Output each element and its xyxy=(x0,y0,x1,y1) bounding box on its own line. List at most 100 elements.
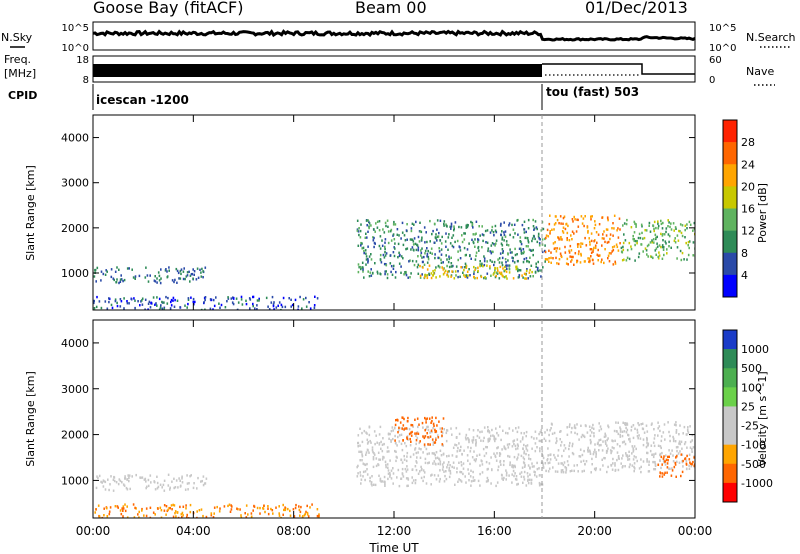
power-cell xyxy=(483,263,486,267)
power-cell xyxy=(651,239,653,242)
velocity-cell xyxy=(397,468,400,472)
velocity-cell xyxy=(511,445,514,448)
velocity-cell xyxy=(435,437,437,440)
power-cell xyxy=(397,256,399,259)
velocity-cbar-frame xyxy=(722,329,738,503)
velocity-cell xyxy=(513,442,515,446)
power-cell xyxy=(466,276,469,279)
velocity-cell xyxy=(548,439,551,443)
power-cell xyxy=(419,264,421,268)
power-cell xyxy=(446,258,448,261)
power-cell xyxy=(93,307,96,310)
power-cell xyxy=(544,260,546,263)
power-cell xyxy=(553,228,555,231)
power-cell xyxy=(470,257,472,260)
velocity-cell xyxy=(539,431,542,434)
power-cell xyxy=(393,254,396,258)
noise-frame xyxy=(92,21,696,51)
velocity-cell xyxy=(98,474,101,478)
velocity-cell xyxy=(457,446,459,450)
power-cell xyxy=(525,230,527,234)
power-cell xyxy=(608,260,611,263)
velocity-cell xyxy=(664,471,666,474)
power-cell xyxy=(176,281,178,284)
velocity-cell xyxy=(401,467,404,471)
power-cell xyxy=(617,236,620,239)
power-cell xyxy=(409,276,411,279)
velocity-cell xyxy=(614,439,616,442)
power-cell xyxy=(481,262,483,265)
velocity-cell xyxy=(603,456,605,460)
power-cell xyxy=(607,257,609,260)
velocity-cell xyxy=(419,440,421,443)
velocity-cell xyxy=(516,443,519,446)
velocity-cell xyxy=(689,440,692,444)
power-cell xyxy=(519,240,521,243)
freq-label-2: [MHz] xyxy=(4,67,36,80)
power-cell xyxy=(482,239,484,243)
velocity-cell xyxy=(622,454,624,457)
power-cell xyxy=(186,306,188,309)
power-cell xyxy=(240,295,243,299)
power-cell xyxy=(688,246,690,250)
velocity-cell xyxy=(124,503,126,506)
power-cell xyxy=(512,277,515,280)
power-cell xyxy=(172,296,175,300)
power-cbar-swatch xyxy=(723,186,737,209)
power-cell xyxy=(512,236,515,239)
velocity-cell xyxy=(414,432,416,435)
power-cell xyxy=(572,220,574,223)
velocity-cell xyxy=(633,469,635,473)
velocity-cell xyxy=(409,444,412,447)
power-cell xyxy=(412,248,415,251)
power-cell xyxy=(649,241,652,244)
power-cell xyxy=(560,222,562,225)
velocity-cell xyxy=(270,507,272,511)
power-cell xyxy=(494,244,496,247)
velocity-cell xyxy=(122,509,124,512)
power-cell xyxy=(567,224,569,228)
power-cell xyxy=(203,301,205,304)
power-cell xyxy=(381,244,384,247)
power-cell xyxy=(655,253,657,256)
velocity-cell xyxy=(505,471,508,474)
velocity-cell xyxy=(523,452,525,455)
velocity-cell xyxy=(366,438,369,441)
velocity-cell xyxy=(483,454,486,458)
power-cell xyxy=(402,257,404,260)
power-cell xyxy=(674,241,677,244)
power-cell xyxy=(200,271,202,274)
velocity-cell xyxy=(437,474,440,477)
velocity-cell xyxy=(660,466,662,470)
power-cell xyxy=(451,270,453,273)
velocity-cell xyxy=(170,504,173,507)
power-cell xyxy=(424,241,426,244)
power-cell xyxy=(462,271,464,274)
velocity-cell xyxy=(381,458,384,461)
velocity-cell xyxy=(267,505,269,508)
velocity-cell xyxy=(512,464,515,467)
power-ytick-label: 2000 xyxy=(61,222,89,235)
power-cell xyxy=(440,248,443,251)
velocity-cell xyxy=(406,437,409,440)
power-cell xyxy=(447,248,449,251)
velocity-cell xyxy=(606,438,608,442)
power-cell xyxy=(453,225,455,228)
velocity-cell xyxy=(445,470,447,473)
power-cell xyxy=(436,228,438,231)
velocity-cell xyxy=(391,426,394,429)
velocity-cell xyxy=(547,454,549,457)
velocity-cell xyxy=(691,448,693,451)
power-cbar-tick: 16 xyxy=(741,203,755,216)
power-cell xyxy=(390,239,393,242)
power-cell xyxy=(606,228,609,231)
velocity-cell xyxy=(653,453,655,456)
power-cell xyxy=(508,224,510,227)
nave-label: Nave xyxy=(746,65,774,78)
velocity-cell xyxy=(601,449,604,452)
velocity-cell xyxy=(490,434,492,438)
velocity-cell xyxy=(212,516,215,518)
velocity-cell xyxy=(566,460,569,463)
velocity-cell xyxy=(239,508,241,511)
velocity-cell xyxy=(634,427,636,430)
